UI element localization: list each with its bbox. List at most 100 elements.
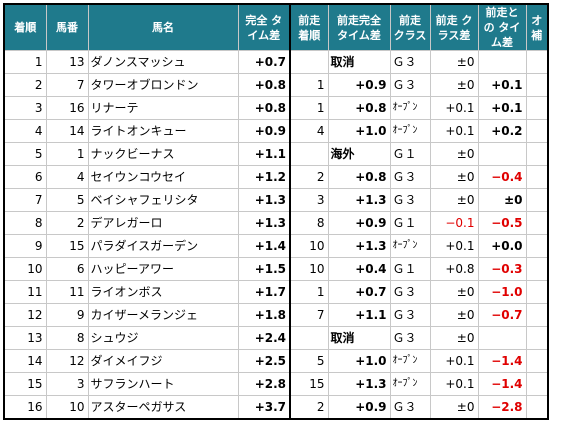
prev-rank-cell (289, 326, 329, 350)
prev-time-diff-cell: +1.3 (327, 234, 391, 258)
horse-name-cell: ライトオンキュー (87, 119, 239, 143)
prev-class-cell: ｵｰﾌﾟﾝ (389, 372, 431, 396)
horse-name-cell: サフランハート (87, 372, 239, 396)
horse-name-cell: パラダイスガーデン (87, 234, 239, 258)
extra-cell (525, 165, 549, 189)
prev-rank-cell: 1 (289, 96, 329, 120)
horse-number-cell: 11 (45, 280, 89, 304)
prev-rank-cell: 15 (289, 372, 329, 396)
prev-time-diff-cell: +0.8 (327, 96, 391, 120)
prev-time-diff-cell: +0.8 (327, 165, 391, 189)
prev-rank-cell: 3 (289, 188, 329, 212)
horse-number-cell: 6 (45, 257, 89, 281)
extra-cell (525, 395, 549, 420)
prev-time-diff-cell: 取消 (327, 50, 391, 74)
table-row: 8 2 デアレガーロ +1.3 8 +0.9 Ｇ１ −0.1 −0.5 (3, 211, 549, 235)
time-vs-prev-cell: +0.1 (477, 96, 527, 120)
horse-number-cell: 5 (45, 188, 89, 212)
time-vs-prev-cell: +0.2 (477, 119, 527, 143)
time-diff-cell: +2.8 (237, 372, 291, 396)
class-diff-cell: ±0 (429, 395, 479, 420)
time-diff-cell: +1.8 (237, 303, 291, 327)
prev-class-cell: Ｇ３ (389, 303, 431, 327)
results-sheet: 着順 馬番 馬名 完全 タイム差 前走 着順 前走完全 タイム差 前走 クラス … (3, 3, 549, 420)
time-vs-prev-cell: −1.0 (477, 280, 527, 304)
time-diff-cell: +0.7 (237, 50, 291, 74)
table-row: 2 7 タワーオブロンドン +0.8 1 +0.9 Ｇ３ ±0 +0.1 (3, 73, 549, 97)
horse-number-cell: 16 (45, 96, 89, 120)
extra-cell (525, 96, 549, 120)
horse-number-cell: 4 (45, 165, 89, 189)
table-row: 3 16 リナーテ +0.8 1 +0.8 ｵｰﾌﾟﾝ +0.1 +0.1 (3, 96, 549, 120)
time-diff-cell: +1.1 (237, 142, 291, 166)
extra-cell (525, 188, 549, 212)
rank-cell: 13 (3, 326, 47, 350)
prev-class-cell: Ｇ３ (389, 50, 431, 74)
rank-cell: 3 (3, 96, 47, 120)
horse-name-cell: ダノンスマッシュ (87, 50, 239, 74)
extra-cell (525, 119, 549, 143)
class-diff-cell: ±0 (429, 188, 479, 212)
rank-cell: 14 (3, 349, 47, 373)
table-row: 5 1 ナックビーナス +1.1 海外 Ｇ１ ±0 (3, 142, 549, 166)
horse-number-cell: 13 (45, 50, 89, 74)
horse-name-cell: ベイシャフェリシタ (87, 188, 239, 212)
table-row: 15 3 サフランハート +2.8 15 +1.3 ｵｰﾌﾟﾝ +0.1 −1.4 (3, 372, 549, 396)
time-diff-cell: +3.7 (237, 395, 291, 420)
horse-number-cell: 12 (45, 349, 89, 373)
time-diff-cell: +0.8 (237, 73, 291, 97)
table-row: 16 10 アスターペガサス +3.7 2 +0.9 Ｇ３ ±0 −2.8 (3, 395, 549, 420)
horse-name-cell: シュウジ (87, 326, 239, 350)
header-horse-number: 馬番 (45, 3, 89, 51)
time-diff-cell: +0.9 (237, 119, 291, 143)
prev-rank-cell (289, 142, 329, 166)
extra-cell (525, 50, 549, 74)
header-extra: オ 補 (525, 3, 549, 51)
time-vs-prev-cell: −1.4 (477, 349, 527, 373)
rank-cell: 2 (3, 73, 47, 97)
class-diff-cell: ±0 (429, 73, 479, 97)
table-row: 4 14 ライトオンキュー +0.9 4 +1.0 ｵｰﾌﾟﾝ +0.1 +0.2 (3, 119, 549, 143)
header-horse-name: 馬名 (87, 3, 239, 51)
horse-number-cell: 8 (45, 326, 89, 350)
extra-cell (525, 372, 549, 396)
time-vs-prev-cell (477, 142, 527, 166)
rank-cell: 5 (3, 142, 47, 166)
prev-rank-cell: 1 (289, 73, 329, 97)
table-row: 11 11 ライオンボス +1.7 1 +0.7 Ｇ３ ±0 −1.0 (3, 280, 549, 304)
prev-rank-cell: 10 (289, 234, 329, 258)
header-time-vs-prev: 前走との タイム差 (477, 3, 527, 51)
class-diff-cell: ±0 (429, 326, 479, 350)
time-diff-cell: +2.4 (237, 326, 291, 350)
header-row: 着順 馬番 馬名 完全 タイム差 前走 着順 前走完全 タイム差 前走 クラス … (3, 3, 549, 51)
rank-cell: 7 (3, 188, 47, 212)
horse-number-cell: 14 (45, 119, 89, 143)
results-table: 着順 馬番 馬名 完全 タイム差 前走 着順 前走完全 タイム差 前走 クラス … (3, 3, 549, 420)
prev-rank-cell: 2 (289, 165, 329, 189)
time-vs-prev-cell (477, 50, 527, 74)
rank-cell: 4 (3, 119, 47, 143)
time-vs-prev-cell: −0.5 (477, 211, 527, 235)
prev-time-diff-cell: +1.0 (327, 349, 391, 373)
table-row: 14 12 ダイメイフジ +2.5 5 +1.0 ｵｰﾌﾟﾝ +0.1 −1.4 (3, 349, 549, 373)
horse-name-cell: カイザーメランジェ (87, 303, 239, 327)
extra-cell (525, 73, 549, 97)
time-diff-cell: +1.3 (237, 211, 291, 235)
prev-time-diff-cell: +0.7 (327, 280, 391, 304)
time-diff-cell: +1.2 (237, 165, 291, 189)
horse-name-cell: デアレガーロ (87, 211, 239, 235)
prev-rank-cell: 2 (289, 395, 329, 420)
horse-name-cell: アスターペガサス (87, 395, 239, 420)
prev-class-cell: Ｇ３ (389, 188, 431, 212)
header-rank: 着順 (3, 3, 47, 51)
table-row: 6 4 セイウンコウセイ +1.2 2 +0.8 Ｇ３ ±0 −0.4 (3, 165, 549, 189)
horse-number-cell: 1 (45, 142, 89, 166)
horse-number-cell: 7 (45, 73, 89, 97)
extra-cell (525, 142, 549, 166)
class-diff-cell: +0.1 (429, 372, 479, 396)
time-vs-prev-cell: +0.0 (477, 234, 527, 258)
class-diff-cell: ±0 (429, 50, 479, 74)
time-diff-cell: +2.5 (237, 349, 291, 373)
prev-rank-cell: 8 (289, 211, 329, 235)
class-diff-cell: −0.1 (429, 211, 479, 235)
